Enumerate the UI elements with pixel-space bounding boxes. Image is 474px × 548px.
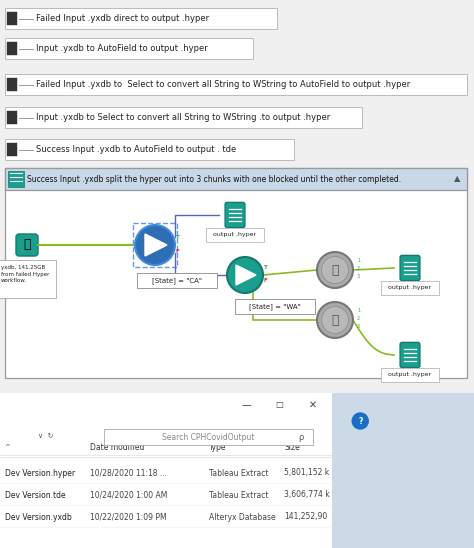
Circle shape: [317, 302, 353, 338]
Bar: [137, 273, 217, 288]
Text: yxdb, 141.25GB
from failed Hyper
workflow.: yxdb, 141.25GB from failed Hyper workflo…: [1, 265, 49, 283]
Bar: [8, 171, 24, 187]
Bar: [5, 38, 253, 59]
Bar: [7, 78, 17, 91]
FancyBboxPatch shape: [16, 234, 38, 256]
Text: Success Input .yxdb to AutoField to output . tde: Success Input .yxdb to AutoField to outp…: [36, 145, 236, 154]
Text: ^: ^: [5, 444, 10, 450]
Text: Input .yxdb to Select to convert all String to WString .to output .hyper: Input .yxdb to Select to convert all Str…: [36, 113, 330, 122]
Text: 10/28/2020 11:18 ...: 10/28/2020 11:18 ...: [90, 469, 167, 477]
Text: Input .yxdb to AutoField to output .hyper: Input .yxdb to AutoField to output .hype…: [36, 44, 208, 53]
Text: 3,606,774 k: 3,606,774 k: [284, 490, 330, 499]
Text: Type: Type: [209, 442, 226, 452]
Circle shape: [321, 256, 348, 283]
Text: ▲: ▲: [454, 174, 460, 184]
Text: Size: Size: [284, 442, 300, 452]
Polygon shape: [236, 265, 256, 285]
Bar: [381, 368, 439, 382]
Text: F: F: [264, 278, 268, 283]
Text: Search CPHCovidOutput: Search CPHCovidOutput: [162, 432, 255, 442]
Text: 2: 2: [357, 266, 360, 271]
Bar: [5, 107, 362, 128]
Text: Alteryx Database: Alteryx Database: [209, 512, 275, 522]
Text: ρ: ρ: [298, 432, 304, 442]
Bar: [7, 42, 17, 55]
Circle shape: [317, 252, 353, 288]
FancyBboxPatch shape: [400, 255, 420, 281]
Text: 5,801,152 k: 5,801,152 k: [284, 469, 329, 477]
Text: output .hyper: output .hyper: [213, 232, 256, 237]
Text: F: F: [176, 249, 180, 254]
Bar: [5, 168, 467, 378]
Text: 2: 2: [357, 316, 360, 321]
Text: Tableau Extract: Tableau Extract: [209, 490, 268, 499]
Text: ✋: ✋: [331, 264, 339, 277]
Text: 10/22/2020 1:09 PM: 10/22/2020 1:09 PM: [90, 512, 167, 522]
Text: Failed Input .yxdb direct to output .hyper: Failed Input .yxdb direct to output .hyp…: [36, 14, 209, 23]
Circle shape: [321, 306, 348, 334]
Text: Dev Version.tde: Dev Version.tde: [5, 490, 65, 499]
Bar: [5, 74, 467, 95]
Text: T: T: [176, 235, 180, 240]
Bar: [7, 143, 17, 156]
Circle shape: [227, 257, 263, 293]
Bar: [0, 393, 474, 548]
Text: ✋: ✋: [331, 313, 339, 327]
Text: ?: ?: [358, 416, 363, 425]
Text: Failed Input .yxdb to  Select to convert all String to WString to AutoField to o: Failed Input .yxdb to Select to convert …: [36, 80, 410, 89]
Text: —: —: [242, 400, 251, 410]
Text: Tableau Extract: Tableau Extract: [209, 469, 268, 477]
Text: ✕: ✕: [309, 400, 317, 410]
Text: Dev Version.hyper: Dev Version.hyper: [5, 469, 75, 477]
Text: 3: 3: [357, 324, 360, 329]
Text: output .hyper: output .hyper: [388, 286, 431, 290]
Text: Success Input .yxdb split the hyper out into 3 chunks with one blocked until the: Success Input .yxdb split the hyper out …: [27, 174, 401, 184]
Text: Dev Version.yxdb: Dev Version.yxdb: [5, 512, 72, 522]
Text: 📖: 📖: [23, 238, 31, 252]
Bar: [5, 8, 277, 29]
Bar: [235, 299, 315, 314]
Text: [State] = "CA": [State] = "CA": [152, 277, 202, 284]
Circle shape: [135, 225, 175, 265]
Text: □: □: [276, 401, 283, 409]
Bar: [7, 111, 17, 124]
Text: T: T: [264, 265, 268, 270]
Text: output .hyper: output .hyper: [388, 373, 431, 378]
FancyBboxPatch shape: [225, 202, 245, 227]
Text: 1: 1: [357, 258, 360, 263]
Bar: [332, 393, 474, 548]
Bar: [5, 139, 294, 160]
Bar: [206, 228, 264, 242]
Text: 3: 3: [357, 274, 360, 279]
Bar: [7, 12, 17, 25]
Circle shape: [352, 413, 368, 429]
Text: 10/24/2020 1:00 AM: 10/24/2020 1:00 AM: [90, 490, 167, 499]
FancyBboxPatch shape: [400, 342, 420, 368]
Text: 141,252,90: 141,252,90: [284, 512, 328, 522]
Text: 1: 1: [357, 308, 360, 313]
Text: ∨  ↻: ∨ ↻: [38, 433, 54, 439]
Bar: [0, 260, 56, 298]
Polygon shape: [145, 234, 167, 256]
Bar: [381, 281, 439, 295]
Bar: [104, 429, 313, 445]
Text: Date modified: Date modified: [90, 442, 145, 452]
Text: [State] = "WA": [State] = "WA": [249, 303, 301, 310]
Bar: [5, 168, 467, 190]
